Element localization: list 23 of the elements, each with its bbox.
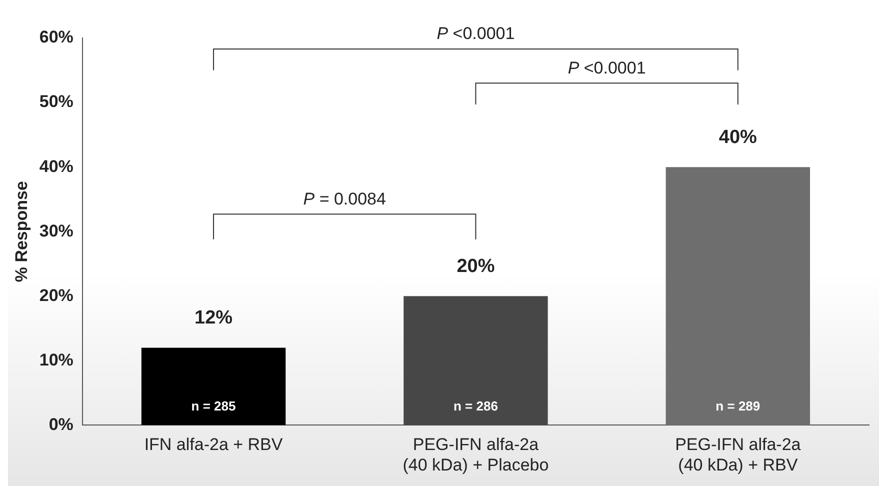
annotation: n = 285 [191,398,236,414]
bar [141,348,286,426]
y-tick-label: 50% [39,92,74,112]
data-label: 20% [456,256,495,277]
x-tick-label: PEG-IFN alfa-2a (40 kDa) + Placebo [402,435,549,474]
y-tick-label: 0% [48,414,74,434]
bar [404,296,548,426]
annotation: P <0.0001 [436,24,515,44]
annotation: n = 286 [453,398,498,414]
annotation: n = 289 [716,398,760,414]
y-tick-label: 60% [39,28,74,47]
annotation: P = 0.0084 [303,189,386,208]
x-tick-label: PEG-IFN alfa-2a (40 kDa) + RBV [675,435,802,474]
y-tick-label: 10% [39,350,74,370]
y-tick-label: 20% [39,286,74,305]
x-tick-label: IFN alfa-2a + RBV [144,435,284,454]
y-tick-label: 30% [39,221,74,240]
data-label: 12% [194,307,233,328]
y-tick-label: 40% [39,156,74,176]
data-label: 40% [718,126,758,148]
bar [666,167,810,426]
annotation: P <0.0001 [568,58,646,78]
y-axis-title: % Response [12,181,31,282]
